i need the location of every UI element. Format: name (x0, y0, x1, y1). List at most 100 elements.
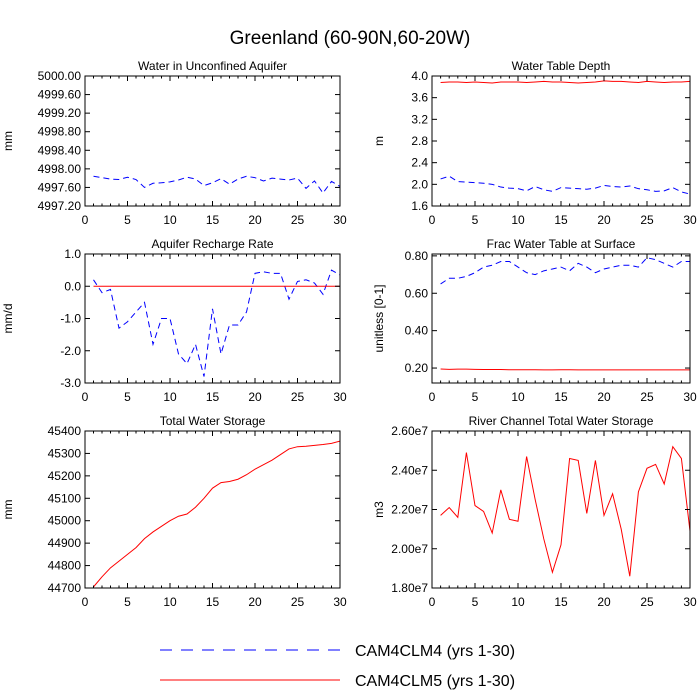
chart-3-ytick-label: 1.0 (64, 247, 81, 261)
chart-3-ytick-label: -3.0 (60, 376, 81, 390)
chart-2-ytick-label: 2.0 (411, 177, 428, 191)
chart-5-xtick-label: 5 (124, 595, 131, 609)
chart-2-series-clm4-line (440, 175, 690, 195)
chart-5-xtick-label: 10 (163, 595, 177, 609)
figure-title: Greenland (60-90N,60-20W) (230, 28, 471, 49)
chart-5-ytick-label: 45400 (48, 424, 82, 438)
chart-1-xtick-label: 10 (163, 213, 177, 227)
chart-3-xtick-label: 25 (291, 390, 305, 404)
chart-5-ytick-label: 45100 (48, 491, 82, 505)
chart-1-ytick-label: 4998.00 (38, 162, 82, 176)
chart-5-xtick-label: 0 (82, 595, 89, 609)
chart-3-series-group (93, 269, 340, 377)
chart-4-ylabel: unitless [0-1] (372, 284, 386, 352)
chart-3: 0 5 10 15 20 25 30 -3.0 -2.0 -1.0 0.0 1.0 Aquifer Re… (1, 237, 347, 404)
chart-1-ylabel: mm (1, 131, 15, 151)
chart-4-xtick-label: 0 (429, 390, 436, 404)
chart-1-series-clm4-line (93, 175, 340, 194)
chart-6-xtick-label: 30 (683, 595, 697, 609)
chart-1-frame (84, 75, 341, 207)
chart-6-xtick-label: 10 (511, 595, 525, 609)
chart-5-series-group (93, 440, 340, 588)
chart-1-ytick-label: 4998.40 (38, 143, 82, 157)
chart-5-ytick-label: 45000 (48, 514, 82, 528)
chart-5-xtick-label: 25 (291, 595, 305, 609)
chart-5-title: Total Water Storage (160, 414, 266, 428)
chart-3-series-clm4-line (93, 269, 340, 377)
chart-3-ytick-label: -2.0 (60, 344, 81, 358)
chart-2-xtick-label: 30 (683, 213, 697, 227)
chart-5-xtick-label: 15 (206, 595, 220, 609)
chart-2-ylabel: m (372, 136, 386, 146)
chart-1-xtick-label: 0 (82, 213, 89, 227)
chart-3-xtick-label: 30 (333, 390, 347, 404)
chart-6-xtick-label: 15 (554, 595, 568, 609)
chart-6-ytick-label: 2.40e7 (391, 463, 428, 477)
chart-2-ytick-label: 3.6 (411, 91, 428, 105)
chart-6-xtick-label: 0 (429, 595, 436, 609)
chart-1-ytick-label: 4999.20 (38, 106, 82, 120)
chart-5-xtick-label: 20 (248, 595, 262, 609)
chart-2-series-group (440, 80, 690, 195)
chart-6-xtick-label: 20 (597, 595, 611, 609)
chart-2-ytick-label: 3.2 (411, 112, 428, 126)
chart-2-xtick-label: 10 (511, 213, 525, 227)
chart-2-xtick-label: 0 (429, 213, 436, 227)
chart-2-ytick-label: 2.8 (411, 134, 428, 148)
chart-5-ytick-label: 44700 (48, 581, 82, 595)
chart-2-ytick-label: 4.0 (411, 69, 428, 83)
chart-3-xtick-label: 0 (82, 390, 89, 404)
chart-3-title: Aquifer Recharge Rate (151, 237, 273, 251)
chart-1-title: Water in Unconfined Aquifer (138, 59, 287, 73)
chart-5-ytick-label: 45200 (48, 469, 82, 483)
chart-4-series-clm5-line (440, 368, 690, 371)
chart-5: 0 5 10 15 20 25 30 44700 44800 44900 45000 45100 452… (1, 414, 347, 609)
chart-6-frame (431, 430, 691, 589)
chart-4: 0 5 10 15 20 25 30 0.20 0.40 0.60 0.80 Frac Water T… (372, 237, 697, 404)
chart-3-xtick-label: 15 (206, 390, 220, 404)
chart-5-ytick-label: 44800 (48, 559, 82, 573)
chart-2-ytick-label: 2.4 (411, 156, 428, 170)
chart-2-xtick-label: 15 (554, 213, 568, 227)
chart-2-frame (431, 75, 691, 207)
chart-3-xtick-label: 20 (248, 390, 262, 404)
chart-6-series-clm5-line (440, 445, 690, 577)
chart-3-frame (84, 253, 341, 384)
chart-1-ytick-label: 4997.60 (38, 180, 82, 194)
chart-2: 0 5 10 15 20 25 30 1.6 2.0 2.4 2.8 3.2 3.6 4.0 Water T… (372, 59, 697, 227)
chart-5-ytick-label: 45300 (48, 446, 82, 460)
legend: CAM4CLM4 (yrs 1-30) CAM4CLM5 (yrs 1-30) (160, 643, 515, 690)
chart-3-ylabel: mm/d (1, 304, 15, 334)
chart-6-series-group (440, 445, 690, 577)
chart-panels: 0 5 10 15 20 25 30 4997.20 4997.60 4998.00 4998.40… (1, 59, 697, 609)
chart-2-xtick-label: 20 (597, 213, 611, 227)
chart-5-ylabel: mm (1, 500, 15, 520)
chart-4-ytick-label: 0.80 (405, 249, 429, 263)
chart-5-ytick-label: 44900 (48, 536, 82, 550)
chart-6-xtick-label: 25 (640, 595, 654, 609)
chart-3-ytick-label: 0.0 (64, 279, 81, 293)
chart-1-xtick-label: 20 (248, 213, 262, 227)
chart-1-xtick-label: 15 (206, 213, 220, 227)
chart-6-ytick-label: 2.60e7 (391, 424, 428, 438)
chart-2-title: Water Table Depth (512, 59, 611, 73)
chart-4-xtick-label: 25 (640, 390, 654, 404)
chart-6-ytick-label: 2.00e7 (391, 542, 428, 556)
chart-4-xtick-label: 15 (554, 390, 568, 404)
chart-1-xtick-label: 30 (333, 213, 347, 227)
chart-4-series-group (440, 257, 690, 371)
chart-1-xtick-label: 25 (291, 213, 305, 227)
chart-2-ytick-label: 1.6 (411, 199, 428, 213)
legend-label-clm5: CAM4CLM5 (yrs 1-30) (355, 673, 515, 690)
chart-4-xtick-label: 20 (597, 390, 611, 404)
chart-3-xtick-label: 10 (163, 390, 177, 404)
chart-4-ytick-label: 0.60 (405, 286, 429, 300)
chart-6-xtick-label: 5 (472, 595, 479, 609)
chart-6-title: River Channel Total Water Storage (469, 414, 654, 428)
chart-4-ytick-label: 0.40 (405, 324, 429, 338)
chart-6: 0 5 10 15 20 25 30 1.80e7 2.00e7 2.20e7 2.40e7 2.60… (372, 414, 697, 609)
chart-3-xtick-label: 5 (124, 390, 131, 404)
chart-5-xtick-label: 30 (333, 595, 347, 609)
chart-6-ytick-label: 2.20e7 (391, 503, 428, 517)
